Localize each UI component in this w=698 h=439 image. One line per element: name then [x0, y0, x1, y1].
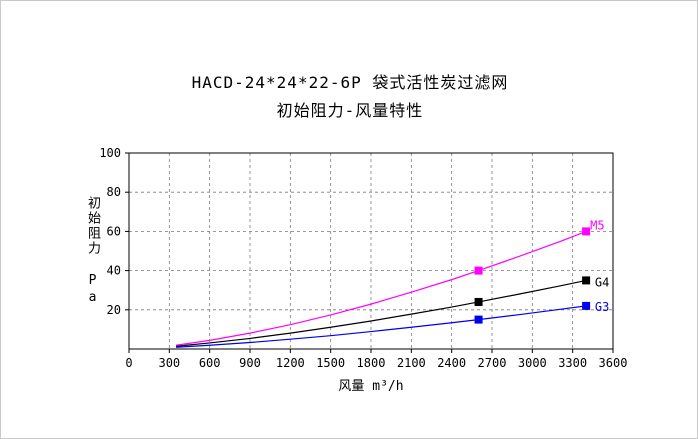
x-tick-label: 0 [125, 356, 132, 370]
series-label-M5: M5 [590, 219, 604, 233]
chart-title-line1: HACD-24*24*22-6P 袋式活性炭过滤网 [191, 73, 509, 92]
series-label-G3: G3 [595, 300, 609, 314]
y-tick-label: 100 [99, 146, 121, 160]
x-tick-label: 300 [158, 356, 180, 370]
chart-title-line2: 初始阻力-风量特性 [276, 101, 424, 120]
series-marker-G3 [582, 301, 591, 310]
x-tick-label: 2700 [478, 356, 507, 370]
x-tick-label: 1500 [316, 356, 345, 370]
x-tick-label: 3600 [599, 356, 628, 370]
y-axis-label: 初始阻力 Pa [85, 195, 100, 307]
y-tick-label: 40 [107, 264, 121, 278]
y-tick-label: 80 [107, 185, 121, 199]
y-tick-label: 60 [107, 224, 121, 238]
x-tick-label: 2100 [397, 356, 426, 370]
series-marker-G4 [582, 276, 591, 285]
x-tick-label: 1200 [276, 356, 305, 370]
series-marker-M5 [582, 227, 591, 236]
x-tick-label: 2400 [437, 356, 466, 370]
x-tick-label: 1800 [357, 356, 386, 370]
x-tick-label: 600 [199, 356, 221, 370]
x-tick-label: 3300 [558, 356, 587, 370]
x-tick-label: 3000 [518, 356, 547, 370]
series-line-G3 [176, 305, 587, 348]
series-line-G4 [175, 279, 587, 347]
x-tick-label: 900 [239, 356, 261, 370]
series-marker-M5 [474, 266, 483, 275]
x-axis-label: 风量 m³/h [338, 379, 404, 394]
series-marker-G4 [474, 297, 483, 306]
series-label-G4: G4 [595, 275, 609, 289]
series-line-M5 [175, 230, 587, 346]
series-marker-G3 [474, 315, 483, 324]
y-tick-label: 20 [107, 303, 121, 317]
